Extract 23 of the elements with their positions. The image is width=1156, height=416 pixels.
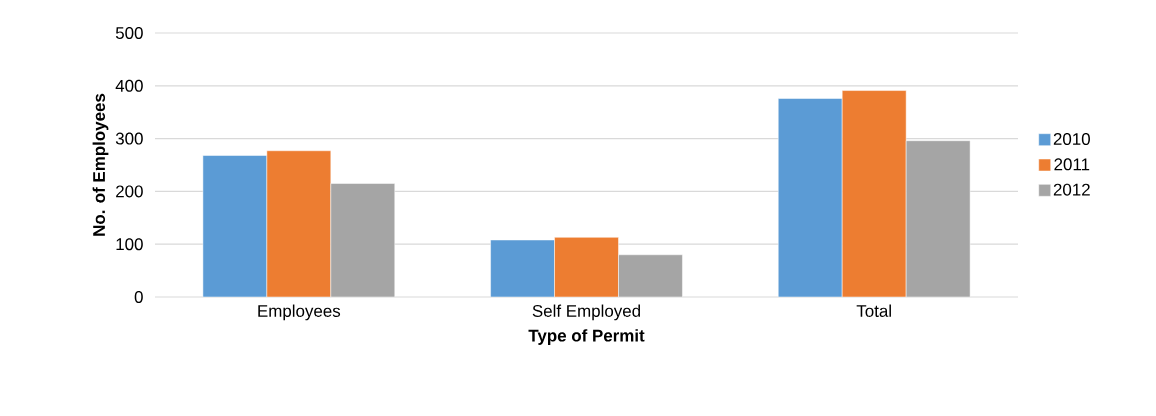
bar — [554, 237, 619, 297]
y-tick-label: 500 — [115, 27, 143, 39]
x-tick-label: Employees — [258, 304, 341, 321]
bar — [330, 183, 396, 297]
x-tick-label: Total — [856, 304, 891, 317]
bar — [777, 98, 843, 297]
bar — [618, 254, 683, 297]
y-tick-label: 300 — [115, 132, 143, 145]
bar — [266, 150, 332, 297]
bar — [202, 155, 268, 297]
y-tick-label: 400 — [115, 79, 143, 92]
bar — [490, 239, 555, 297]
bar — [905, 140, 971, 297]
y-tick-label: 0 — [134, 291, 143, 303]
legend-label: 2010 — [1053, 133, 1090, 146]
y-tick-label: 100 — [116, 238, 143, 251]
legend-label: 2012 — [1053, 183, 1090, 196]
y-tick-label: 200 — [116, 185, 143, 198]
bar — [841, 90, 907, 297]
y-axis-title: No. of Employees — [92, 93, 109, 236]
legend-label: 2011 — [1054, 158, 1090, 171]
x-axis-title: Type of Permit — [528, 329, 645, 345]
x-tick-label: Self Employed — [532, 304, 640, 321]
